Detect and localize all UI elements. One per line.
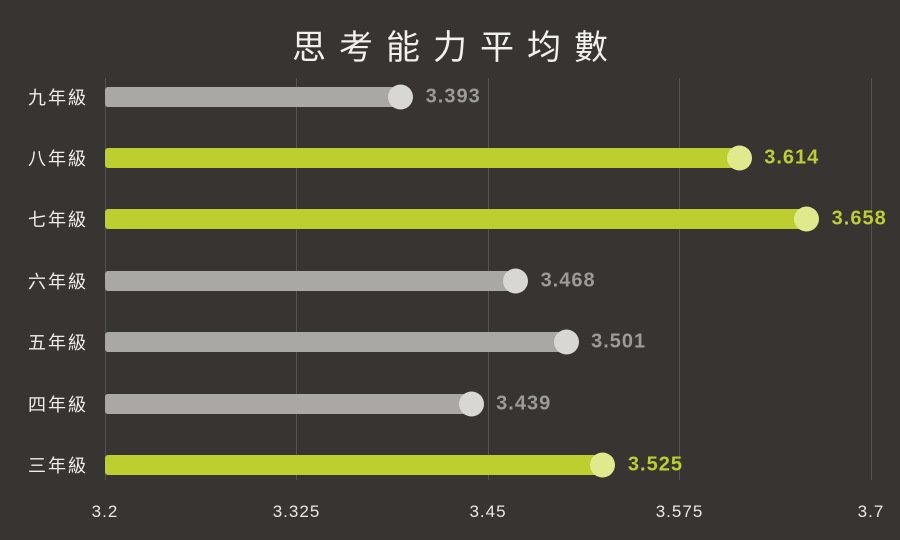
bar-row: 三年級 3.525 <box>28 434 871 495</box>
bar-row: 八年級 3.614 <box>28 127 871 188</box>
category-label: 七年級 <box>28 210 88 232</box>
value-label: 3.468 <box>540 269 596 292</box>
bar <box>105 391 484 417</box>
plot-area: 九年級 3.393 八年級 3.614 七年級 3.658 六年級 3.468 五年級 3.501… <box>28 66 886 521</box>
category-label: 九年級 <box>28 87 88 109</box>
category-label: 六年級 <box>28 271 88 293</box>
x-tick-label: 3.575 <box>655 502 704 521</box>
bar-row: 九年級 3.393 <box>28 66 871 127</box>
x-tick-label: 3.45 <box>469 502 507 521</box>
bar-tip-circle <box>503 268 529 294</box>
value-label: 3.501 <box>591 330 647 353</box>
bar <box>105 145 752 171</box>
value-label: 3.525 <box>627 453 683 476</box>
category-label: 四年級 <box>28 394 88 416</box>
category-label: 五年級 <box>28 333 88 355</box>
value-label: 3.393 <box>425 85 481 108</box>
x-tick-label: 3.325 <box>272 502 321 521</box>
bar <box>105 329 579 355</box>
value-label: 3.658 <box>831 207 887 230</box>
bar-tip-circle <box>794 206 820 232</box>
x-tick-label: 3.2 <box>91 502 119 521</box>
category-label: 八年級 <box>28 149 88 171</box>
bar <box>105 206 820 232</box>
bar-row: 五年級 3.501 <box>28 312 871 373</box>
bar-tip-circle <box>458 391 484 417</box>
value-label: 3.614 <box>764 146 820 169</box>
gridline-3.7 <box>870 78 872 480</box>
x-tick-label: 3.7 <box>857 502 885 521</box>
chart-title: 思考能力平均數 <box>292 28 621 68</box>
gridline-3.575 <box>679 78 680 480</box>
bar-row: 四年級 3.439 <box>28 373 871 434</box>
bar-tip-circle <box>590 452 616 478</box>
bar-tip-circle <box>553 329 579 355</box>
bar <box>105 452 616 478</box>
value-label: 3.439 <box>496 392 552 415</box>
category-label: 三年級 <box>28 456 88 478</box>
bar-tip-circle <box>388 84 414 110</box>
bar-row: 七年級 3.658 <box>28 189 886 250</box>
bar-tip-circle <box>726 145 752 171</box>
bar <box>105 84 414 110</box>
bar-row: 六年級 3.468 <box>28 250 871 311</box>
bar <box>105 268 529 294</box>
